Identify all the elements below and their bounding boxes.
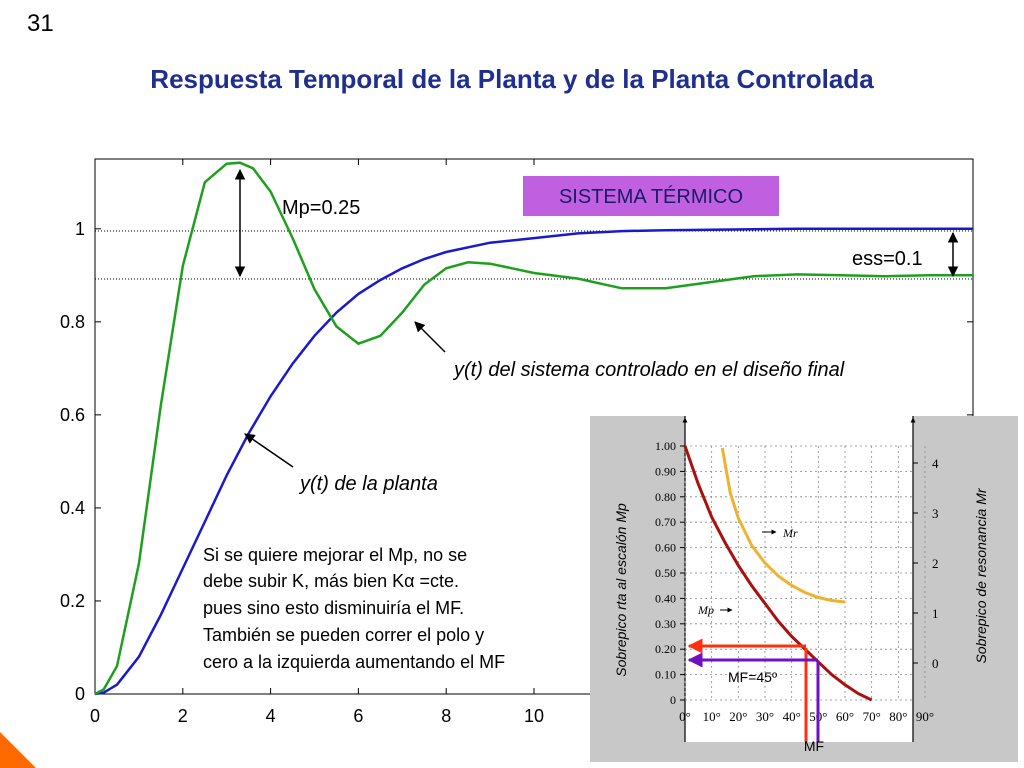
note-line: debe subir K, más bien Kα =cte. (203, 571, 459, 591)
inset-y-tick-label: 0.20 (655, 642, 676, 656)
inset-right-tick-label: 1 (932, 606, 939, 621)
inset-y-tick-label: 0.50 (655, 566, 676, 580)
inset-right-tick-label: 3 (932, 506, 939, 521)
inset-y-tick-label: 0.30 (655, 617, 676, 631)
inset-y-tick-label: 0.80 (655, 490, 676, 504)
inset-plot-area (685, 416, 913, 742)
mf-annotation: MF=45º (728, 669, 777, 685)
inset-x-tick-label: 30° (756, 709, 774, 724)
note-line: cero a la izquierda aumentando el MF (203, 652, 505, 672)
mr-curve-label: Mr (782, 526, 798, 540)
note-line: Si se quiere mejorar el Mp, no se (203, 545, 467, 565)
mp-curve-label: Mp (697, 603, 714, 617)
plant-series-line (94, 227, 973, 696)
inset-axis-ticks: 0°10°20°30°40°50°60°70°80°90°00.100.200.… (655, 439, 939, 724)
inset-right-axis-label: Sobrepico de resonancia Mr (973, 487, 989, 663)
inset-y-tick-label: 0.70 (655, 515, 676, 529)
mp-label: Mp=0.25 (282, 197, 360, 219)
note-line: También se pueden correr el polo y (203, 625, 484, 645)
inset-x-tick-label: 40° (783, 709, 801, 724)
note-line: pues sino esto disminuiría el MF. (203, 598, 464, 618)
inset-y-tick-label: 0.40 (655, 591, 676, 605)
inset-chart: 0°10°20°30°40°50°60°70°80°90°00.100.200.… (590, 416, 1018, 762)
x-tick-label: 2 (178, 706, 188, 726)
inset-x-axis-label: MF (804, 738, 824, 754)
page-number: 31 (27, 10, 54, 37)
inset-right-tick-label: 0 (932, 656, 939, 671)
ess-label: ess=0.1 (852, 248, 923, 270)
y-tick-label: 0 (75, 684, 85, 704)
x-tick-label: 6 (353, 706, 363, 726)
inset-x-tick-label: 90° (916, 709, 934, 724)
system-tag-box (523, 176, 779, 216)
inset-x-tick-label: 20° (729, 709, 747, 724)
inset-x-tick-label: 60° (836, 709, 854, 724)
x-tick-label: 4 (266, 706, 276, 726)
system-tag-label: SISTEMA TÉRMICO (559, 185, 743, 208)
plant-label: y(t) de la planta (298, 473, 438, 495)
inset-y-tick-label: 0.90 (655, 464, 676, 478)
inset-y-tick-label: 0.10 (655, 668, 676, 682)
y-tick-label: 0.8 (60, 312, 85, 332)
inset-right-tick-label: 4 (932, 456, 939, 471)
inset-x-tick-label: 0° (679, 709, 691, 724)
plant-label-arrow (244, 433, 294, 468)
note-block: Si se quiere mejorar el Mp, no se debe s… (203, 545, 505, 672)
inset-grid (684, 445, 926, 701)
x-tick-label: 10 (524, 706, 544, 726)
inset-x-tick-label: 80° (889, 709, 907, 724)
corner-decoration (0, 732, 36, 768)
y-tick-label: 0.6 (60, 405, 85, 425)
mr-curve-line (720, 447, 846, 604)
mp-curve-line (683, 445, 873, 702)
inset-right-tick-label: 2 (932, 556, 939, 571)
x-tick-label: 0 (90, 706, 100, 726)
y-tick-label: 1 (75, 219, 85, 239)
inset-y-tick-label: 1.00 (655, 439, 676, 453)
mf-highlight-arrows (687, 638, 820, 742)
inset-x-tick-label: 70° (863, 709, 881, 724)
inset-left-axis-label: Sobrepico rta al escalón Mp (613, 503, 629, 677)
controlled-label-arrow (414, 321, 446, 353)
inset-y-tick-label: 0.60 (655, 541, 676, 555)
y-tick-label: 0.2 (60, 591, 85, 611)
x-tick-label: 8 (441, 706, 451, 726)
controlled-label: y(t) del sistema controlado en el diseño… (452, 359, 845, 381)
controlled-series-line (94, 161, 973, 696)
inset-x-tick-label: 10° (703, 709, 721, 724)
slide-title: Respuesta Temporal de la Planta y de la … (150, 64, 874, 94)
y-tick-label: 0.4 (60, 498, 85, 518)
inset-y-tick-label: 0 (670, 693, 676, 707)
